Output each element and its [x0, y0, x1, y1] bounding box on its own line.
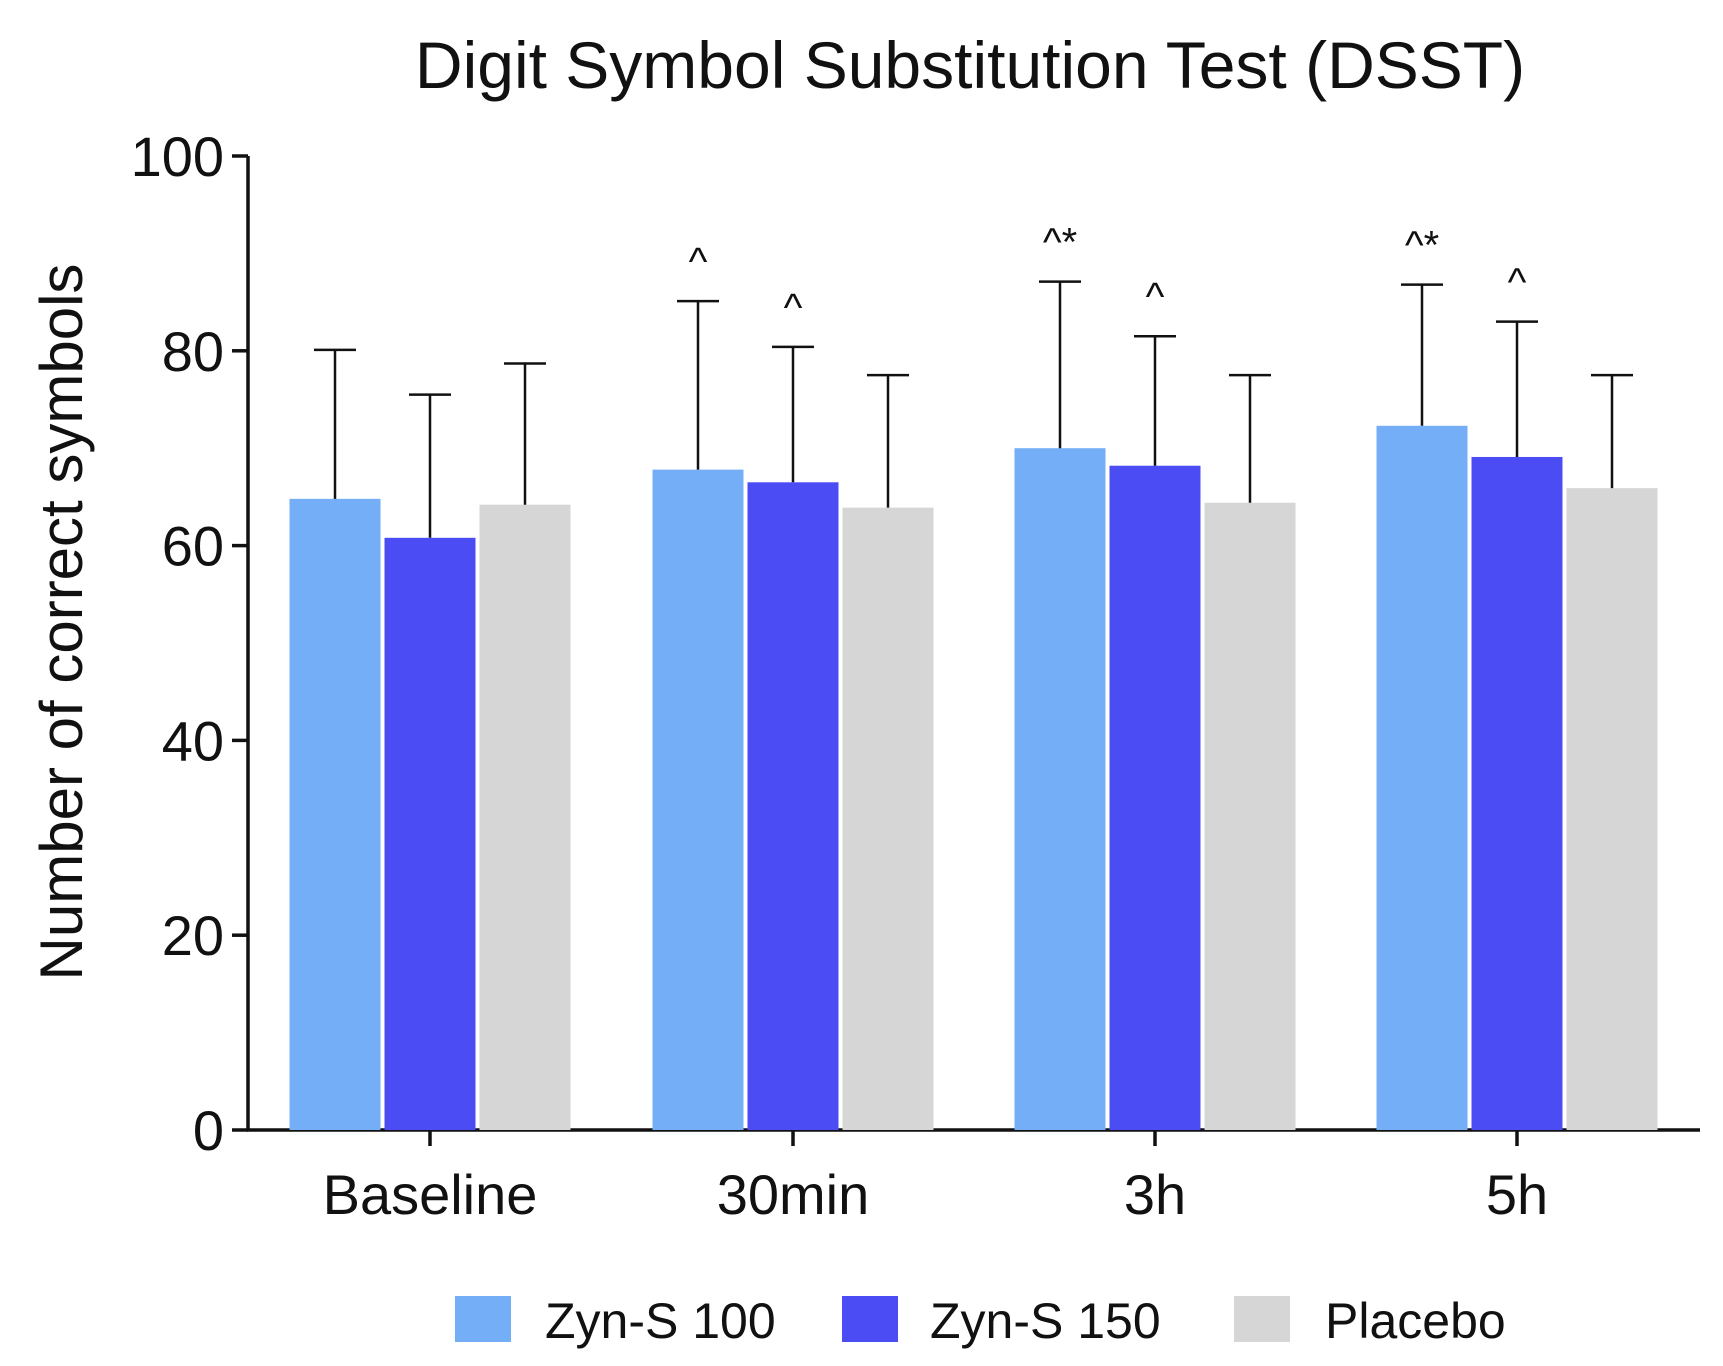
legend-label: Zyn-S 150 [930, 1293, 1161, 1349]
legend-swatch [455, 1296, 511, 1342]
x-tick-label: 5h [1486, 1163, 1548, 1226]
y-tick-label: 20 [162, 904, 224, 967]
significance-annotation: ^ [784, 286, 803, 330]
bar [289, 498, 381, 1130]
bar [1204, 502, 1296, 1130]
bar [1014, 448, 1106, 1130]
significance-annotation: ^ [1146, 275, 1165, 319]
bar [384, 537, 476, 1130]
bar [479, 504, 571, 1130]
y-tick-label: 100 [131, 125, 224, 188]
bar [747, 482, 839, 1130]
plot-area: 0 20 40 60 80 100 Baseline 30min ^ ^ 3h ^* ^ 5h ^* ^ [131, 125, 1700, 1226]
legend-swatch [842, 1296, 898, 1342]
x-tick-label: 30min [717, 1163, 870, 1226]
bar [1376, 425, 1468, 1131]
legend-label: Zyn-S 100 [545, 1293, 776, 1349]
legend-label: Placebo [1325, 1293, 1506, 1349]
y-tick-label: 40 [162, 709, 224, 772]
legend: Zyn-S 100 Zyn-S 150 Placebo [455, 1293, 1506, 1349]
x-tick-label: 3h [1124, 1163, 1186, 1226]
significance-annotation: ^* [1043, 221, 1077, 265]
bar [1109, 465, 1201, 1130]
x-tick-label: Baseline [323, 1163, 538, 1226]
y-tick-label: 0 [193, 1099, 224, 1162]
legend-swatch [1234, 1296, 1290, 1342]
significance-annotation: ^* [1405, 224, 1439, 268]
bar [842, 507, 934, 1130]
significance-annotation: ^ [1508, 261, 1527, 305]
bar [652, 469, 744, 1130]
bar [1566, 488, 1658, 1130]
bar [1471, 456, 1563, 1130]
chart-title: Digit Symbol Substitution Test (DSST) [415, 28, 1525, 102]
y-axis-label: Number of correct symbols [28, 264, 95, 981]
significance-annotation: ^ [689, 240, 708, 284]
y-tick-label: 60 [162, 515, 224, 578]
y-tick-label: 80 [162, 320, 224, 383]
